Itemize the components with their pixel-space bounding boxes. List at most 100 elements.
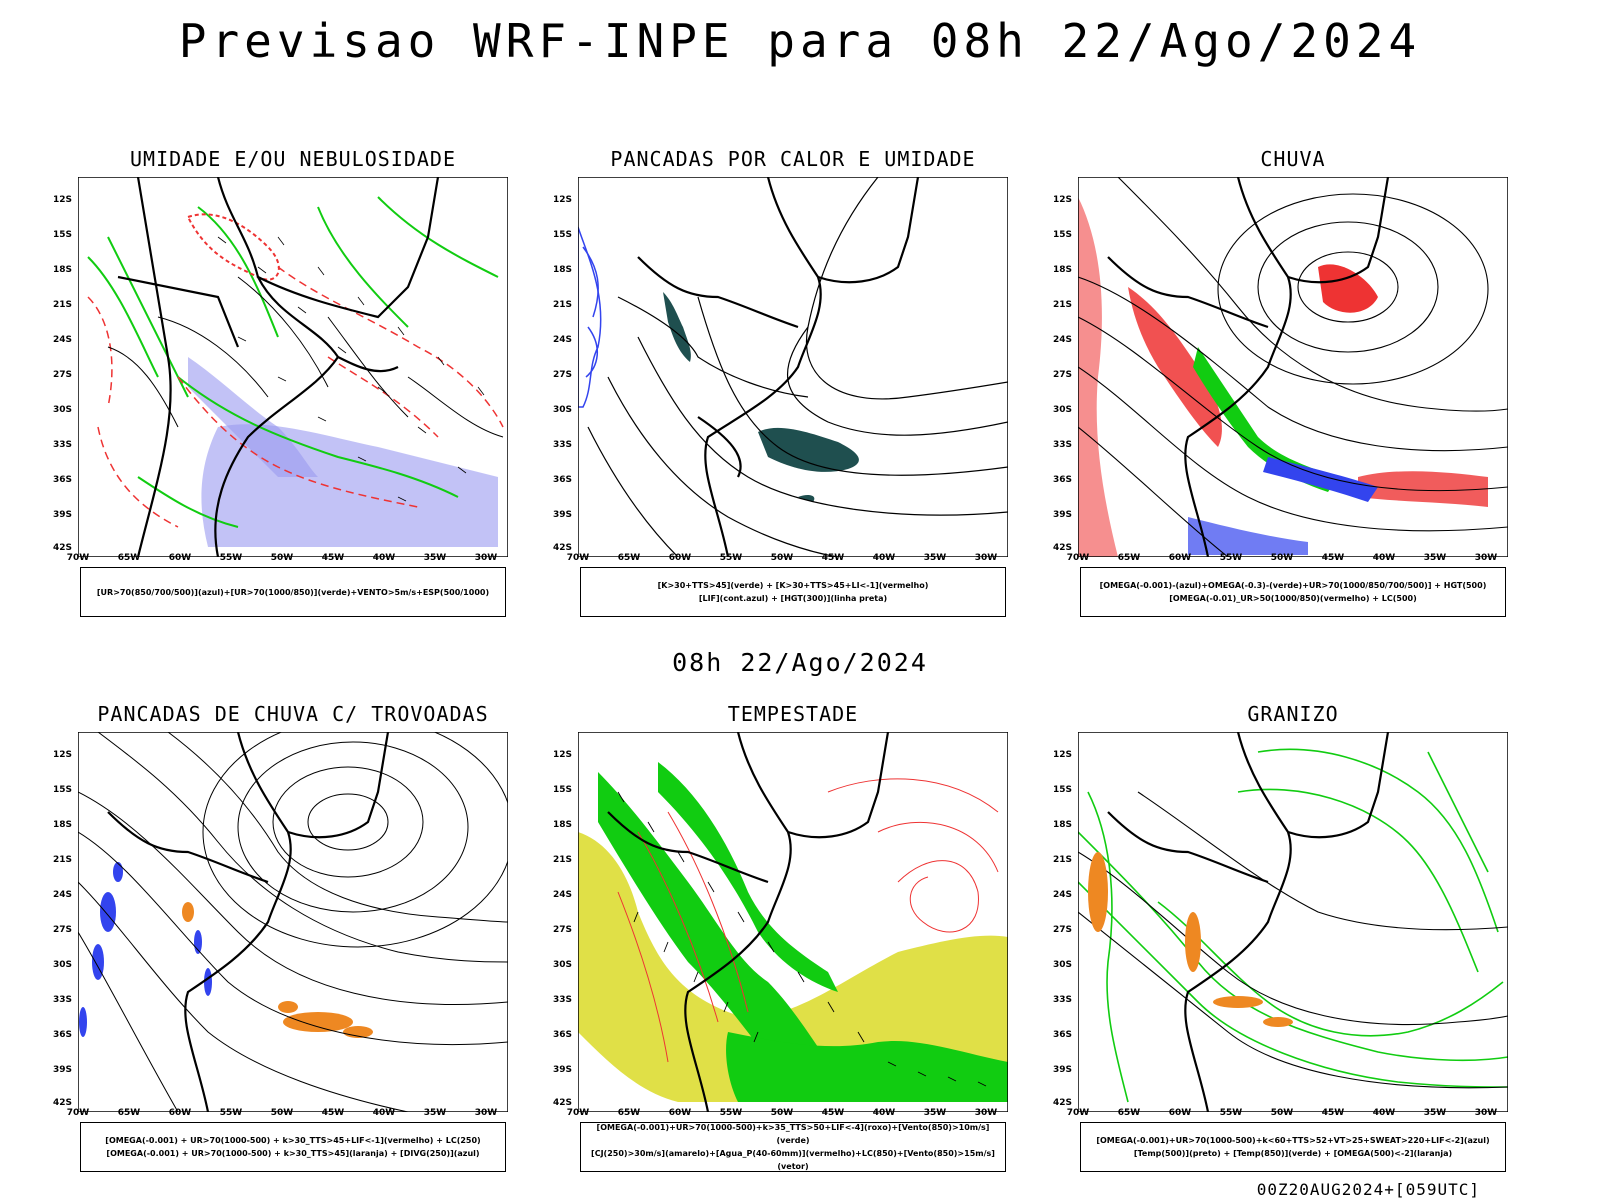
lon-label: 40W	[372, 1108, 396, 1118]
legend-line: [OMEGA(-0.001)-(azul)+OMEGA(-0.3)-(verde…	[1099, 581, 1487, 590]
lon-label: 70W	[566, 1108, 590, 1118]
legend-box: [OMEGA(-0.001)+UR>70(1000-500)+k>35_TTS>…	[580, 1122, 1006, 1172]
legend-box: [OMEGA(-0.001) + UR>70(1000-500) + k>30_…	[80, 1122, 506, 1172]
legend-line: [K>30+TTS>45](verde) + [K>30+TTS>45+LI<-…	[657, 581, 929, 590]
lon-label: 65W	[617, 553, 641, 563]
lat-label: 18S	[552, 820, 572, 830]
lat-label: 27S	[52, 925, 72, 935]
lon-label: 45W	[321, 553, 345, 563]
lat-label: 36S	[52, 475, 72, 485]
lon-label: 50W	[1270, 553, 1294, 563]
lon-label: 50W	[270, 553, 294, 563]
lon-label: 55W	[1219, 553, 1243, 563]
lon-label: 30W	[974, 1108, 998, 1118]
lon-label: 40W	[872, 553, 896, 563]
lon-label: 70W	[66, 553, 90, 563]
map-tempestade: 12S 15S 18S 21S 24S 27S 30S 33S 36S 39S …	[553, 732, 1008, 1118]
lon-label: 45W	[1321, 1108, 1345, 1118]
panel-title: UMIDADE E/OU NEBULOSIDADE	[129, 147, 457, 171]
lat-label: 42S	[52, 543, 72, 553]
lat-label: 12S	[52, 750, 72, 760]
lon-label: 50W	[1270, 1108, 1294, 1118]
lon-label: 30W	[974, 553, 998, 563]
legend-line: [OMEGA(-0.001) + UR>70(1000-500) + k>30_…	[105, 1136, 481, 1145]
lat-label: 15S	[52, 230, 72, 240]
lon-label: 30W	[1474, 1108, 1498, 1118]
lat-label: 15S	[1052, 230, 1072, 240]
lon-label: 65W	[117, 553, 141, 563]
legend-line: [OMEGA(-0.001)+UR>70(1000-500)+k<60+TTS>…	[1096, 1136, 1490, 1145]
map-pancadas-trovoadas: 12S 15S 18S 21S 24S 27S 30S 33S 36S 39S …	[53, 732, 508, 1118]
mid-date: 08h 22/Ago/2024	[672, 648, 928, 677]
legend-line: [Temp(500)](preto) + [Temp(850)](verde) …	[1133, 1149, 1453, 1158]
lat-label: 36S	[552, 475, 572, 485]
legend-box: [K>30+TTS>45](verde) + [K>30+TTS>45+LI<-…	[580, 567, 1006, 617]
lat-label: 21S	[1052, 300, 1072, 310]
legend-line: [OMEGA(-0.01)_UR>50(1000/850)(vermelho) …	[1169, 594, 1417, 603]
lat-label: 24S	[52, 335, 72, 345]
legend-line: [OMEGA(-0.001)+UR>70(1000-500)+k>35_TTS>…	[596, 1123, 990, 1145]
map-plot	[578, 732, 1008, 1112]
lon-label: 70W	[66, 1108, 90, 1118]
lat-label: 24S	[1052, 890, 1072, 900]
lon-label: 30W	[474, 1108, 498, 1118]
lat-label: 30S	[552, 405, 572, 415]
lat-label: 39S	[552, 1065, 572, 1075]
lon-label: 60W	[668, 553, 692, 563]
lat-label: 12S	[1052, 750, 1072, 760]
lat-label: 12S	[552, 195, 572, 205]
lon-label: 35W	[923, 553, 947, 563]
lat-label: 33S	[1052, 440, 1072, 450]
lon-label: 65W	[117, 1108, 141, 1118]
lat-label: 39S	[52, 510, 72, 520]
lat-label: 21S	[552, 300, 572, 310]
lon-label: 65W	[617, 1108, 641, 1118]
lat-label: 27S	[1052, 370, 1072, 380]
lon-label: 30W	[474, 553, 498, 563]
lat-label: 27S	[1052, 925, 1072, 935]
lat-label: 39S	[1052, 510, 1072, 520]
lon-label: 55W	[719, 1108, 743, 1118]
lon-label: 55W	[719, 553, 743, 563]
map-chuva: 12S 15S 18S 21S 24S 27S 30S 33S 36S 39S …	[1053, 177, 1508, 563]
lat-label: 21S	[552, 855, 572, 865]
lat-label: 15S	[52, 785, 72, 795]
lon-label: 35W	[1423, 1108, 1447, 1118]
map-plot	[78, 732, 508, 1112]
lat-label: 36S	[1052, 475, 1072, 485]
lon-label: 45W	[1321, 553, 1345, 563]
lon-label: 60W	[1168, 1108, 1192, 1118]
lat-label: 18S	[1052, 820, 1072, 830]
lon-label: 65W	[1117, 553, 1141, 563]
map-plot	[78, 177, 508, 557]
lat-label: 27S	[552, 925, 572, 935]
run-code: 00Z20AUG2024+[059UTC]	[1256, 1180, 1480, 1199]
lat-label: 42S	[552, 543, 572, 553]
lat-label: 15S	[552, 785, 572, 795]
lat-label: 36S	[1052, 1030, 1072, 1040]
panel-title: GRANIZO	[1247, 702, 1339, 726]
lat-label: 30S	[52, 960, 72, 970]
lat-label: 42S	[1052, 543, 1072, 553]
lat-label: 36S	[52, 1030, 72, 1040]
lat-label: 39S	[1052, 1065, 1072, 1075]
panel-title: CHUVA	[1260, 147, 1326, 171]
lat-label: 15S	[1052, 785, 1072, 795]
lon-label: 50W	[270, 1108, 294, 1118]
lat-label: 21S	[52, 855, 72, 865]
lat-label: 21S	[52, 300, 72, 310]
lat-label: 30S	[1052, 960, 1072, 970]
lon-label: 35W	[923, 1108, 947, 1118]
legend-box: [UR>70(850/700/500)](azul)+[UR>70(1000/8…	[80, 567, 506, 617]
lon-label: 60W	[168, 1108, 192, 1118]
lat-label: 12S	[1052, 195, 1072, 205]
panel-title: PANCADAS POR CALOR E UMIDADE	[610, 147, 976, 171]
lat-label: 33S	[52, 995, 72, 1005]
lon-label: 40W	[872, 1108, 896, 1118]
lon-label: 45W	[821, 1108, 845, 1118]
lat-label: 18S	[1052, 265, 1072, 275]
lon-label: 40W	[372, 553, 396, 563]
lon-label: 35W	[423, 553, 447, 563]
lon-label: 65W	[1117, 1108, 1141, 1118]
panel-title: TEMPESTADE	[727, 702, 859, 726]
